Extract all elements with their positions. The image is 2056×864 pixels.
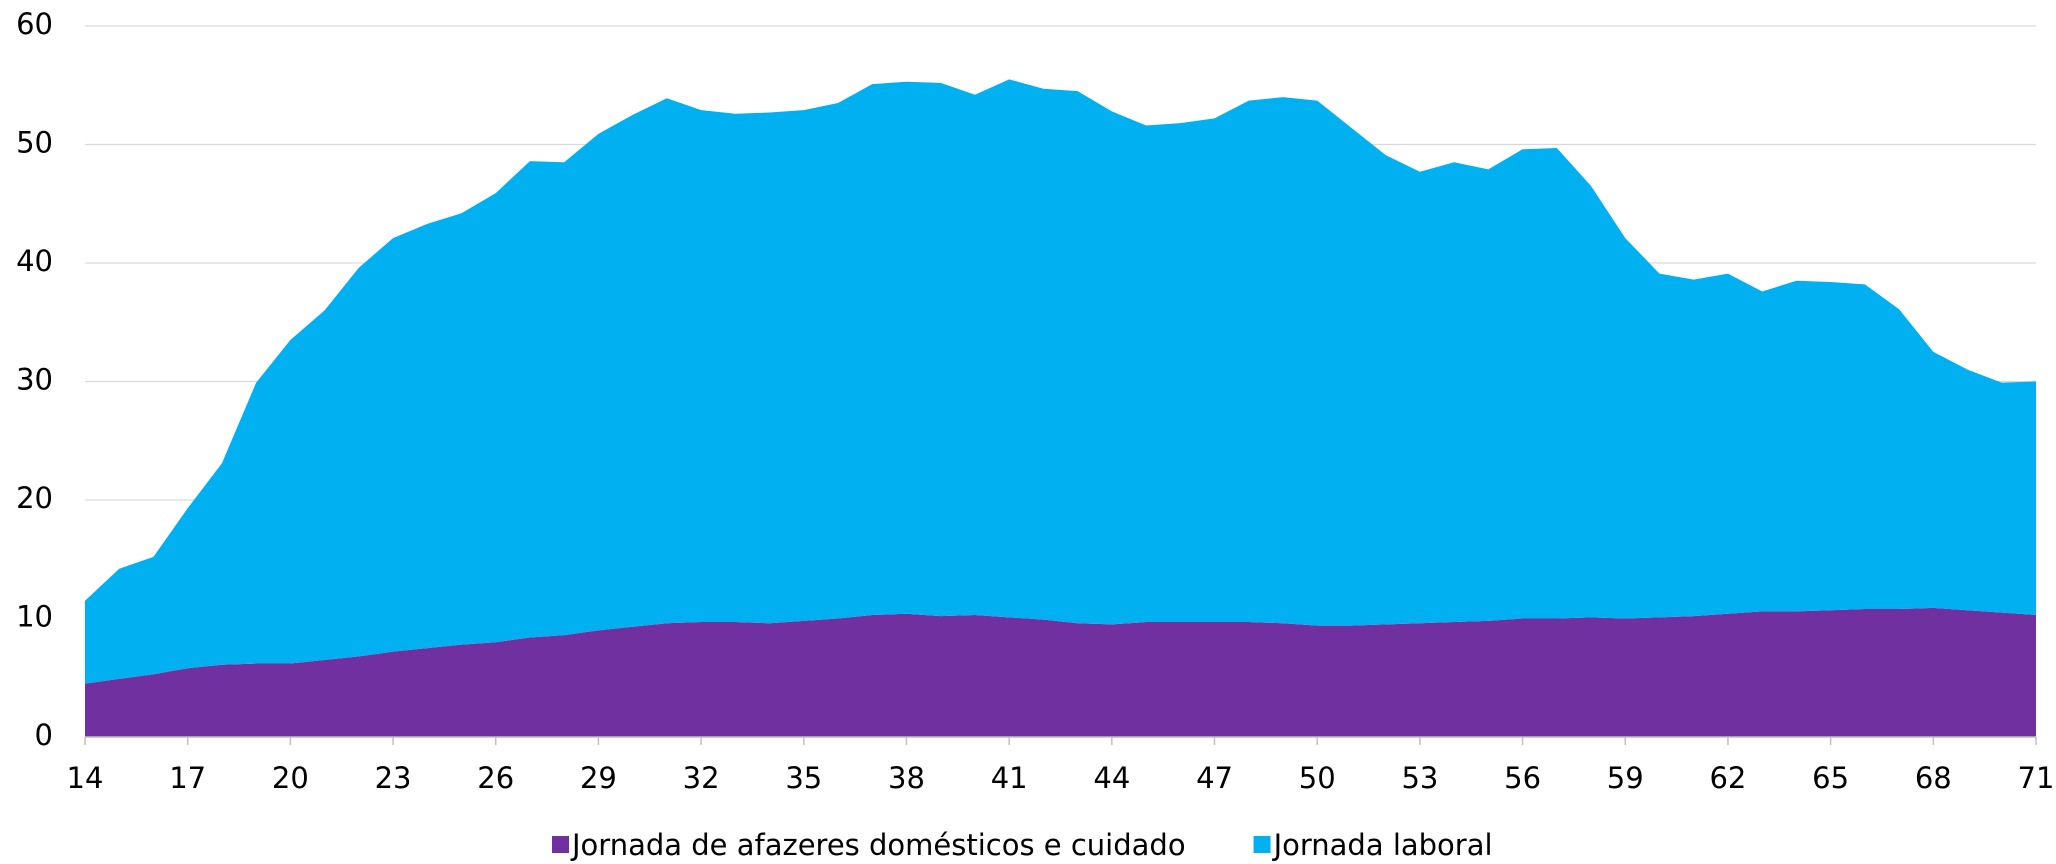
x-tick-label: 59 <box>1607 761 1644 795</box>
y-tick-label: 0 <box>35 718 53 752</box>
x-tick-label: 65 <box>1812 761 1849 795</box>
x-tick-label: 53 <box>1401 761 1438 795</box>
area <box>85 79 2036 684</box>
x-tick-label: 26 <box>477 761 514 795</box>
x-tick-label: 50 <box>1299 761 1336 795</box>
x-tick-label: 71 <box>2018 761 2055 795</box>
x-tick-label: 44 <box>1093 761 1130 795</box>
x-tick-label: 14 <box>67 761 104 795</box>
legend-label: Jornada de afazeres domésticos e cuidado <box>570 828 1186 862</box>
y-tick-label: 30 <box>16 363 53 397</box>
x-tick-label: 68 <box>1915 761 1952 795</box>
area <box>85 607 2036 737</box>
x-tick-label: 41 <box>991 761 1028 795</box>
x-tick-label: 20 <box>272 761 309 795</box>
x-tick-label: 38 <box>888 761 925 795</box>
legend-swatch <box>552 836 569 853</box>
x-tick-label: 17 <box>169 761 206 795</box>
legend-label: Jornada laboral <box>1272 828 1493 862</box>
x-tick-label: 32 <box>683 761 720 795</box>
y-tick-label: 50 <box>16 126 53 160</box>
y-tick-label: 20 <box>16 481 53 515</box>
x-tick-label: 56 <box>1504 761 1541 795</box>
y-tick-label: 10 <box>16 600 53 634</box>
y-tick-label: 40 <box>16 244 53 278</box>
x-tick-label: 47 <box>1196 761 1233 795</box>
x-tick-label: 62 <box>1709 761 1746 795</box>
x-tick-label: 35 <box>785 761 822 795</box>
x-tick-label: 29 <box>580 761 617 795</box>
legend-swatch <box>1253 836 1271 853</box>
x-tick-label: 23 <box>375 761 412 795</box>
y-tick-label: 60 <box>16 7 53 41</box>
